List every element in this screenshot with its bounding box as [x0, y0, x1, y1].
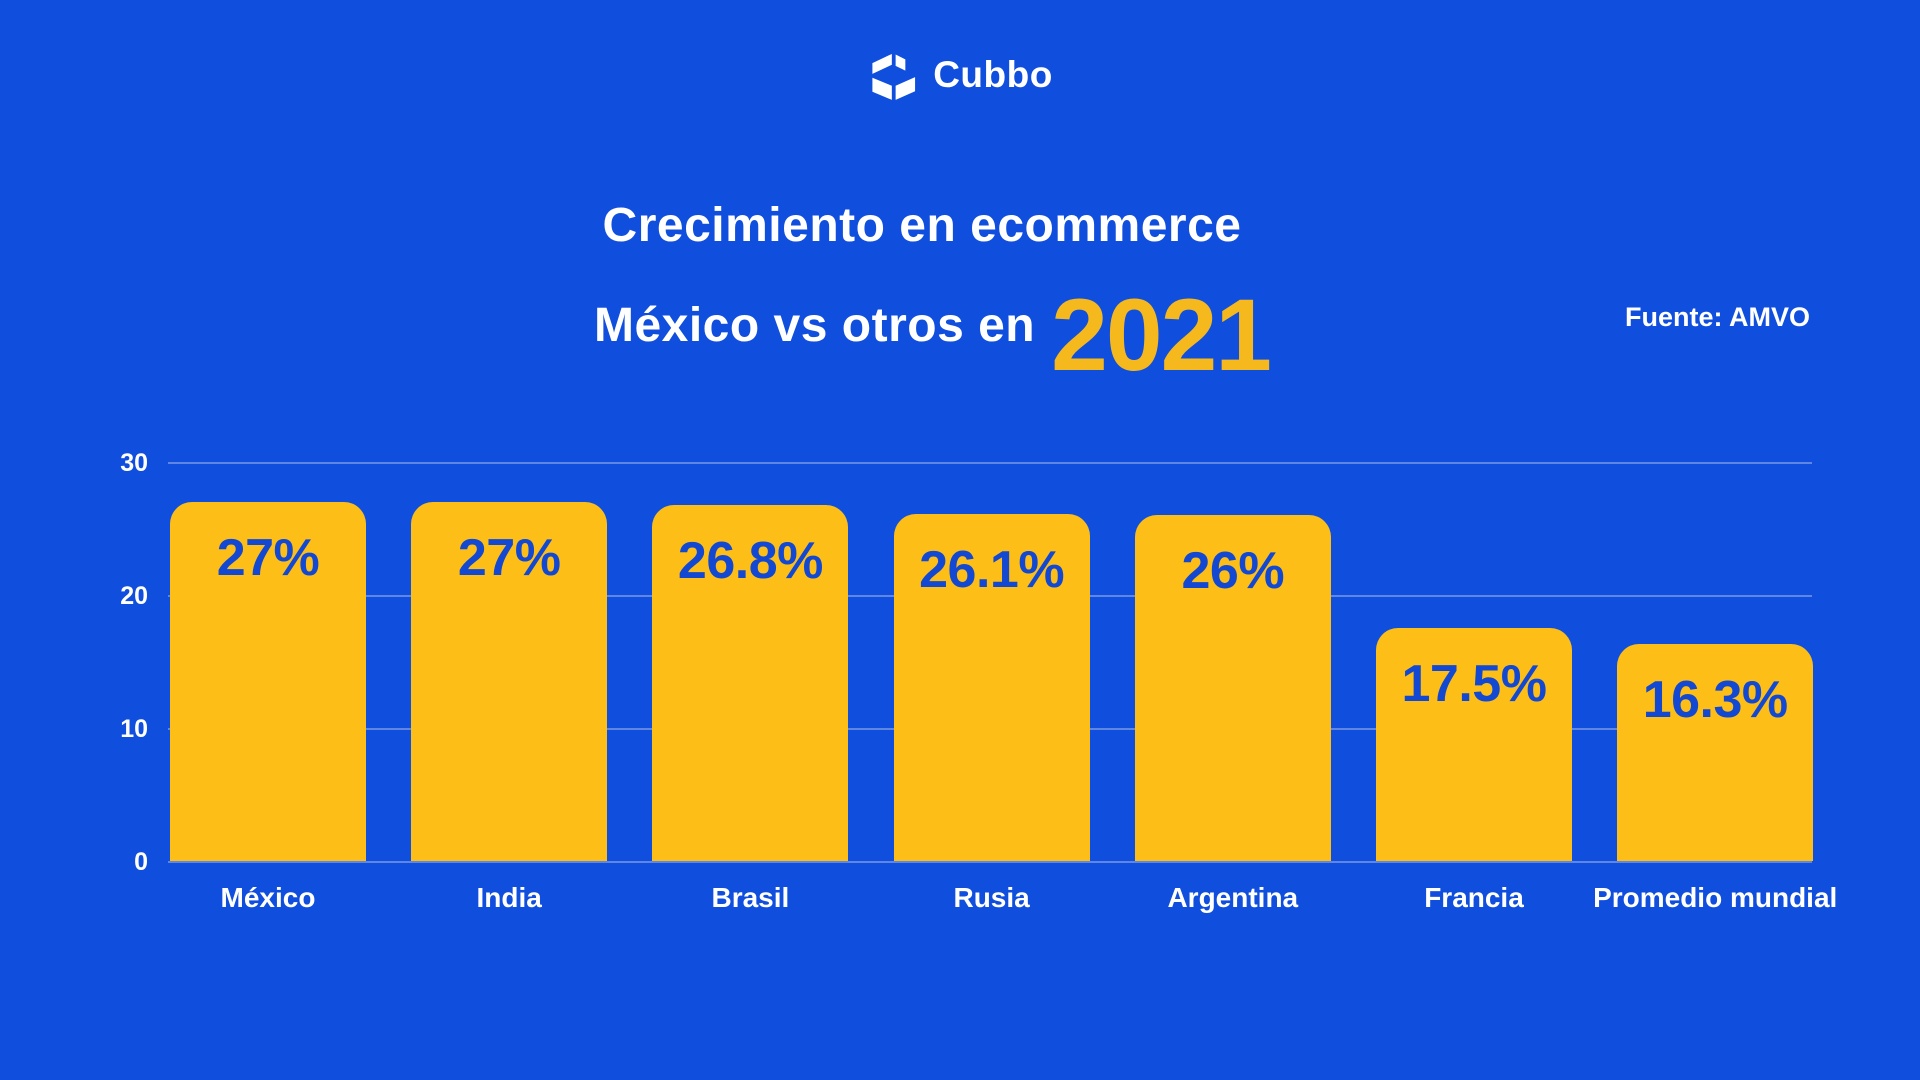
bar-value-label: 17.5%	[1401, 655, 1547, 714]
category-label-Brasil: Brasil	[711, 882, 790, 913]
bar-México: 27%	[170, 501, 366, 861]
bar-value-label: 27%	[216, 528, 320, 587]
bar-India: 27%	[411, 501, 608, 861]
bar-Promedio mundial: 16.3%	[1617, 644, 1814, 861]
gridline-30	[168, 462, 1812, 464]
gridline-0	[168, 861, 1812, 863]
y-tick-label-30: 30	[120, 449, 148, 477]
bar-Argentina: 26%	[1134, 515, 1331, 861]
bar-value-label: 26.1%	[919, 540, 1065, 599]
y-tick-label-0: 0	[134, 848, 148, 876]
category-label-Promedio mundial: Promedio mundial	[1593, 882, 1838, 913]
bar-value-label: 26%	[1181, 542, 1285, 601]
y-tick-label-10: 10	[120, 715, 148, 743]
source-label: Fuente: AMVO	[1625, 302, 1810, 332]
title-line2: México vs otros en	[593, 299, 1036, 352]
chart-title-block: Crecimiento en ecommerce México vs otros…	[0, 199, 1920, 387]
category-label-India: India	[476, 882, 542, 913]
bar-Rusia: 26.1%	[893, 513, 1090, 861]
category-label-Rusia: Rusia	[953, 882, 1030, 913]
category-label-Argentina: Argentina	[1167, 882, 1299, 913]
bar-value-label: 27%	[457, 528, 561, 587]
bar-value-label: 16.3%	[1642, 671, 1788, 730]
bar-Brasil: 26.8%	[652, 504, 849, 861]
category-label-México: México	[220, 882, 316, 913]
brand-logo: Cubbo	[0, 46, 1920, 104]
y-tick-label-20: 20	[120, 582, 148, 610]
open-box-icon	[867, 46, 921, 104]
title-year: 2021	[1051, 278, 1272, 392]
category-label-Francia: Francia	[1424, 882, 1524, 913]
bar-value-label: 26.8%	[677, 531, 823, 590]
bar-Francia: 17.5%	[1376, 628, 1572, 861]
brand-name: Cubbo	[933, 54, 1053, 95]
title-line1: Crecimiento en ecommerce	[602, 199, 1242, 252]
